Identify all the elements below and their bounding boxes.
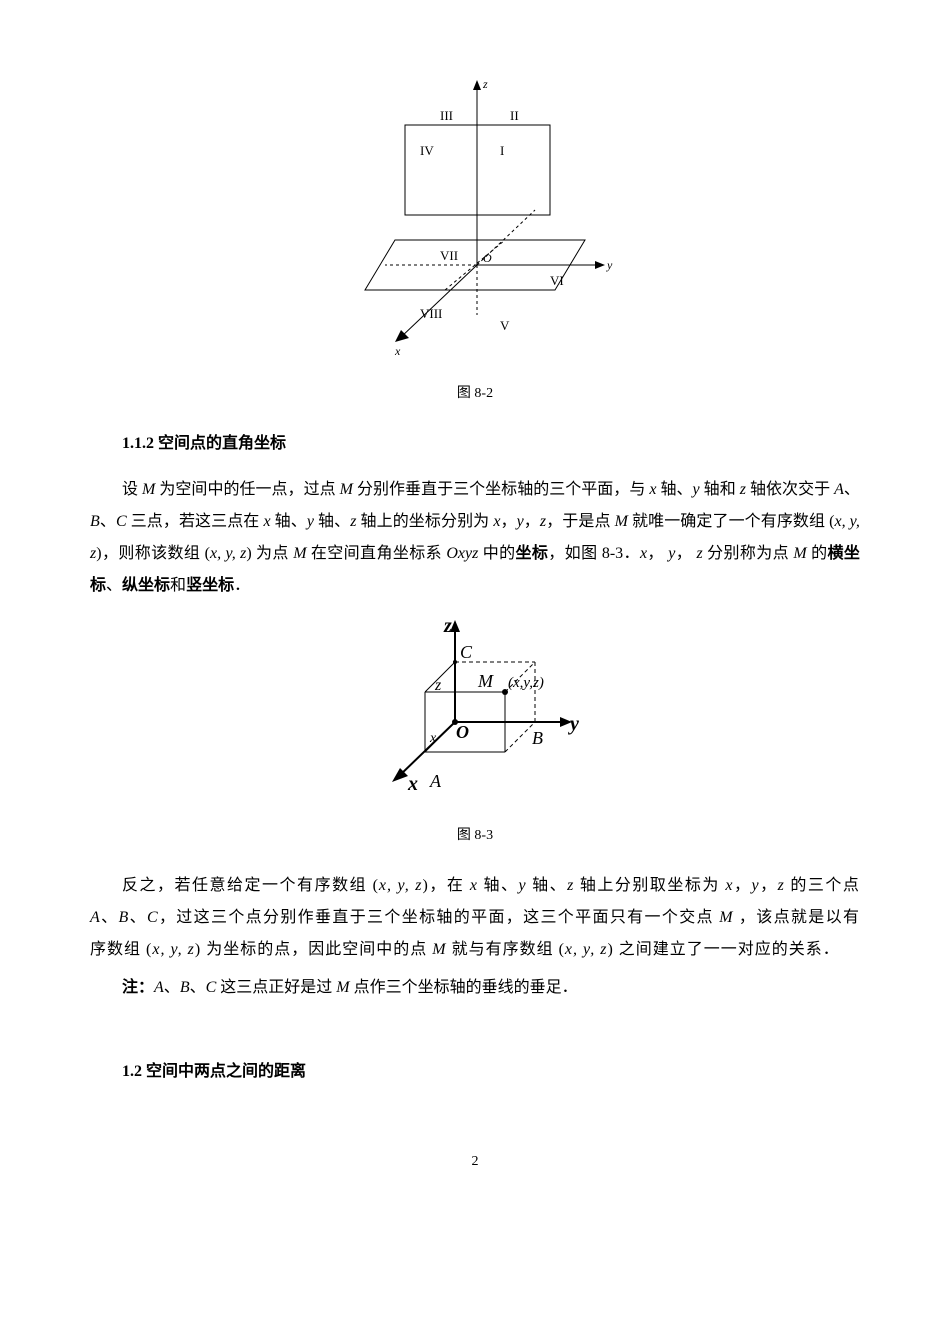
y-axis-label: y [606,258,613,272]
heading-1-1-2: 1.1.2 空间点的直角坐标 [90,428,860,460]
page-number: 2 [90,1148,860,1176]
octant-diagram: z y x O II III IV I VI VII VIII V [325,70,625,360]
B-label: B [532,728,543,748]
A-label: A [429,771,442,791]
octant-V: V [500,318,510,333]
origin-label: O [483,251,492,265]
z-label: z [443,615,452,637]
paragraph-coord-definition: 设 M 为空间中的任一点，过点 M 分别作垂直于三个坐标轴的三个平面，与 x 轴… [90,474,860,602]
figure-8-3-caption: 图 8-3 [90,822,860,850]
point-coord-diagram: z y x O C B A M (x [360,612,590,802]
figure-8-2: z y x O II III IV I VI VII VIII V 图 8-2 [90,70,860,408]
x-axis-label: x [394,344,401,358]
z-axis-label: z [482,77,488,91]
octant-VIII: VIII [420,306,442,321]
octant-VII: VII [440,248,458,263]
octant-VI: VI [550,273,564,288]
octant-III: III [440,108,453,123]
figure-8-3: z y x O C B A M (x [90,612,860,850]
O-label: O [456,722,469,742]
paragraph-converse: 反之，若任意给定一个有序数组 (x, y, z)，在 x 轴、y 轴、z 轴上分… [90,870,860,966]
C-label: C [460,642,473,662]
octant-IV: IV [420,143,434,158]
z1-label: z [434,677,442,694]
M-coords: (x,y,z) [508,675,544,691]
svg-text:x: x [429,731,437,746]
heading-1-2: 1.2 空间中两点之间的距离 [90,1056,860,1088]
note-paragraph: 注：A、B、C 这三点正好是过 M 点作三个坐标轴的垂线的垂足． [90,972,860,1004]
figure-8-2-caption: 图 8-2 [90,380,860,408]
octant-II: II [510,108,519,123]
octant-I: I [500,143,504,158]
M-label: M [477,671,494,691]
y-label: y [568,713,579,735]
x-label: x [407,773,418,795]
